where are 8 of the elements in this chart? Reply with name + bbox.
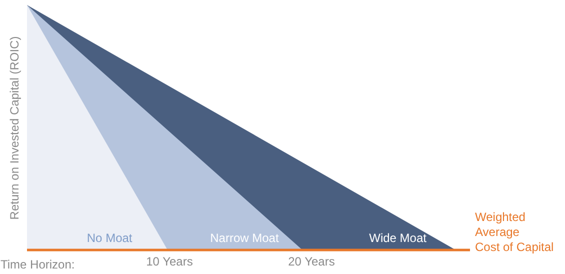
x-tick-label: 20 Years [288,254,335,268]
ref-line-label: Weighted Average Cost of Capital [475,210,554,254]
x-tick-label: 10 Years [146,254,193,268]
series-label: Wide Moat [369,231,428,245]
series-label: Narrow Moat [210,231,280,245]
series-label: No Moat [86,231,133,245]
x-axis-title: Time Horizon: [0,258,75,272]
y-axis-title: Return on Invested Capital (ROIC) [8,36,22,220]
